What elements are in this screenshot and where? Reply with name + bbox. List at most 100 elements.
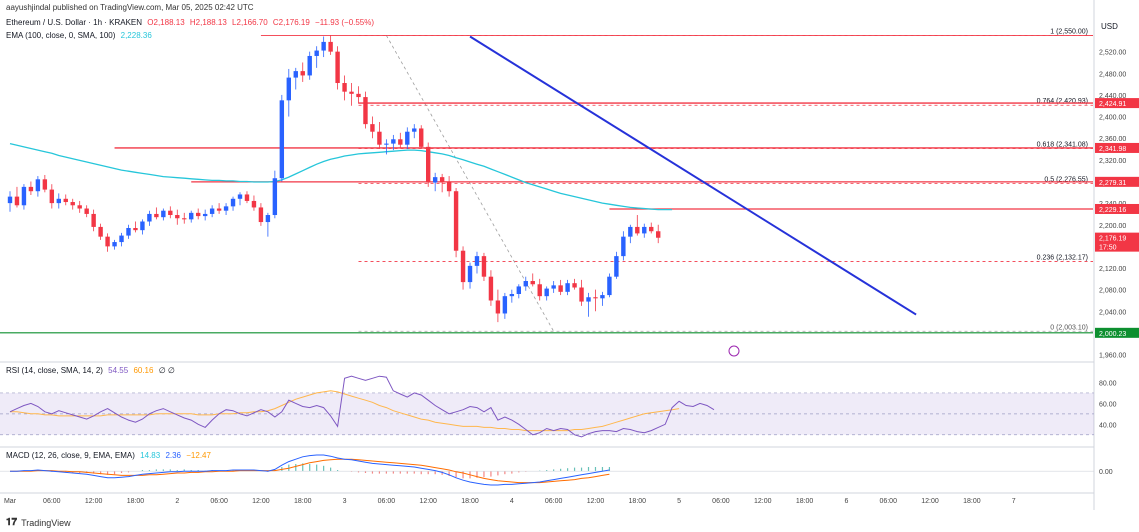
candle-body bbox=[202, 213, 208, 217]
ema-legend[interactable]: EMA (100, close, 0, SMA, 100) 2,228.36 bbox=[6, 31, 155, 40]
resistance-tag bbox=[1095, 98, 1139, 109]
fib-level-label: 0.5 (2,276.55) bbox=[1044, 176, 1088, 183]
candle-body bbox=[133, 228, 138, 231]
ohlc-open: O2,188.13 bbox=[147, 18, 185, 27]
time-tick-label: 12:00 bbox=[587, 498, 605, 505]
ema-value: 2,228.36 bbox=[120, 31, 152, 40]
candle-body bbox=[481, 256, 487, 277]
support-tag-label: 2,000.23 bbox=[1099, 331, 1126, 338]
candle-body bbox=[119, 235, 124, 243]
ohlc-change: −11.93 (−0.55%) bbox=[315, 18, 375, 27]
time-tick-label: 18:00 bbox=[461, 498, 479, 505]
rsi-sma-value: 60.16 bbox=[133, 366, 154, 375]
candle-body bbox=[593, 297, 598, 299]
candle-body bbox=[446, 181, 452, 192]
candle-body bbox=[161, 210, 166, 218]
time-tick-label: 06:00 bbox=[712, 498, 730, 505]
ema-100-line bbox=[9, 142, 673, 211]
rsi-tick-label: 60.00 bbox=[1099, 401, 1117, 408]
candle-body bbox=[272, 178, 278, 216]
candle-body bbox=[70, 202, 75, 206]
time-tick-label: 06:00 bbox=[378, 498, 396, 505]
currency-label: USD bbox=[1101, 22, 1118, 31]
candle-body bbox=[154, 213, 159, 218]
candle-body bbox=[147, 213, 152, 222]
price-tick-label: 2,320.00 bbox=[1099, 158, 1126, 165]
time-tick-label: 06:00 bbox=[43, 498, 61, 505]
time-tick-label: 18:00 bbox=[963, 498, 981, 505]
ohlc-close: C2,176.19 bbox=[272, 18, 310, 27]
candle-body bbox=[649, 226, 654, 232]
candle-body bbox=[182, 218, 187, 220]
candle-body bbox=[537, 284, 542, 297]
candle-body bbox=[342, 83, 347, 92]
symbol-name[interactable]: Ethereum / U.S. Dollar · 1h · KRAKEN bbox=[6, 18, 143, 27]
candle-body bbox=[530, 281, 535, 285]
time-tick-label: Mar bbox=[4, 498, 17, 505]
macd-line bbox=[10, 454, 610, 486]
macd-value: 2.36 bbox=[165, 451, 182, 460]
candle-body bbox=[572, 283, 577, 288]
candle-body bbox=[523, 281, 528, 287]
candle-body bbox=[516, 286, 522, 294]
candle-body bbox=[558, 285, 563, 292]
time-tick-label: 18:00 bbox=[796, 498, 814, 505]
footer-brand: TradingView bbox=[21, 517, 71, 528]
candle-body bbox=[189, 212, 194, 220]
ohlc-high: H2,188.13 bbox=[189, 18, 227, 27]
footer: 𝟏𝟕 TradingView bbox=[6, 517, 71, 528]
candle-body bbox=[391, 139, 396, 144]
time-tick-label: 12:00 bbox=[754, 498, 772, 505]
candle-body bbox=[384, 143, 389, 145]
candle-body bbox=[35, 179, 41, 192]
price-tick-label: 2,400.00 bbox=[1099, 115, 1126, 122]
candle-body bbox=[286, 77, 291, 101]
candle-body bbox=[175, 215, 180, 219]
price-tick-label: 2,440.00 bbox=[1099, 93, 1126, 100]
price-tick-label: 2,480.00 bbox=[1099, 71, 1126, 78]
price-tick-label: 2,120.00 bbox=[1099, 266, 1126, 273]
candle-body bbox=[335, 51, 340, 84]
candle-body bbox=[63, 198, 68, 203]
event-icon[interactable] bbox=[728, 345, 740, 357]
fib-level-label: 0 (2,003.10) bbox=[1050, 324, 1088, 331]
candle-body bbox=[105, 236, 110, 247]
rsi-legend[interactable]: RSI (14, close, SMA, 14, 2) 54.55 60.16 … bbox=[6, 366, 178, 375]
candle-body bbox=[42, 179, 48, 190]
candle-body bbox=[405, 131, 410, 145]
candle-body bbox=[607, 276, 612, 296]
candle-body bbox=[544, 288, 549, 297]
time-tick-label: 3 bbox=[343, 498, 347, 505]
time-tick-label: 2 bbox=[175, 498, 179, 505]
time-tick-label: 06:00 bbox=[545, 498, 563, 505]
last-price-tag bbox=[1095, 232, 1139, 252]
candle-body bbox=[551, 285, 556, 289]
price-tick-label: 2,200.00 bbox=[1099, 223, 1126, 230]
candle-body bbox=[398, 139, 403, 145]
macd-label: MACD (12, 26, close, 9, EMA, EMA) bbox=[6, 451, 135, 460]
rsi-extra: ∅ ∅ bbox=[158, 366, 175, 375]
bearish-trendline bbox=[469, 35, 917, 316]
price-tick-label: 1,960.00 bbox=[1099, 353, 1126, 360]
last-price-countdown: 17:50 bbox=[1099, 245, 1117, 252]
time-tick-label: 12:00 bbox=[85, 498, 103, 505]
ema-label: EMA (100, close, 0, SMA, 100) bbox=[6, 31, 116, 40]
macd-legend[interactable]: MACD (12, 26, close, 9, EMA, EMA) 14.83 … bbox=[6, 451, 214, 460]
candle-body bbox=[251, 200, 257, 208]
time-tick-label: 12:00 bbox=[419, 498, 437, 505]
time-tick-label: 12:00 bbox=[921, 498, 939, 505]
candle-body bbox=[370, 124, 375, 132]
candle-body bbox=[209, 208, 215, 214]
resistance-tag-label: 2,279.31 bbox=[1099, 180, 1126, 187]
rsi-label: RSI (14, close, SMA, 14, 2) bbox=[6, 366, 103, 375]
macd-tick-label: 0.00 bbox=[1099, 469, 1113, 476]
time-tick-label: 06:00 bbox=[879, 498, 897, 505]
candle-body bbox=[426, 146, 431, 183]
macd-signal-line bbox=[10, 458, 610, 484]
candle-body bbox=[565, 283, 570, 292]
candle-body bbox=[230, 198, 236, 207]
time-tick-label: 7 bbox=[1012, 498, 1016, 505]
resistance-tag-label: 2,341.98 bbox=[1099, 146, 1126, 153]
rsi-line bbox=[9, 375, 715, 438]
